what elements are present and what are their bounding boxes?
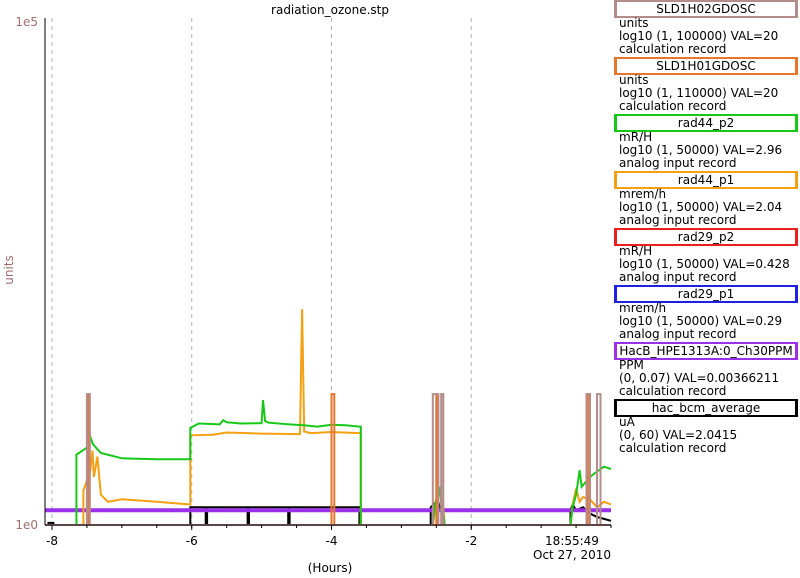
legend-range: log10 (1, 50000) VAL=0.29	[619, 314, 783, 328]
series-line-sld1h02gdosc	[45, 393, 611, 526]
legend-unit: mrem/h	[619, 187, 667, 201]
legend-record: analog input record	[619, 270, 737, 284]
end-time-label: 18:55:49	[545, 534, 599, 548]
legend-range: (0, 0.07) VAL=0.00366211	[619, 371, 780, 385]
series-line-rad44-p2	[45, 399, 612, 526]
legend: SLD1H02GDOSC units log10 (1, 100000) VAL=2…	[614, 0, 800, 578]
x-tick-label: -2	[465, 534, 477, 548]
y-axis-label: units	[2, 255, 16, 285]
legend-series-name[interactable]: hac_bcm_average	[614, 399, 798, 417]
legend-unit: mrem/h	[619, 301, 667, 315]
legend-unit: units	[619, 73, 649, 87]
legend-range: log10 (1, 100000) VAL=20	[619, 29, 779, 43]
chart-title: radiation_ozone.stp	[271, 3, 389, 17]
legend-unit: PPM	[619, 358, 644, 372]
legend-record: analog input record	[619, 327, 737, 341]
legend-unit: mR/H	[619, 244, 653, 258]
legend-record: calculation record	[619, 99, 727, 113]
legend-series-info: mrem/h log10 (1, 50000) VAL=0.29 analog in…	[619, 302, 782, 341]
axes	[44, 18, 611, 526]
legend-series-info: mR/H log10 (1, 50000) VAL=2.96 analog inpu…	[619, 131, 782, 170]
x-axis-label: (Hours)	[308, 561, 353, 575]
legend-series-name[interactable]: rad44_p2	[614, 114, 798, 132]
legend-series-name[interactable]: rad29_p1	[614, 285, 798, 303]
y-tick-bottom: 1e0	[15, 518, 38, 532]
legend-series-info: mR/H log10 (1, 50000) VAL=0.428 analog inp…	[619, 245, 790, 284]
x-tick-label: -6	[186, 534, 198, 548]
legend-series-name[interactable]: rad44_p1	[614, 171, 798, 189]
x-tick-label: -8	[46, 534, 58, 548]
legend-series-name[interactable]: rad29_p2	[614, 228, 798, 246]
legend-range: log10 (1, 50000) VAL=2.96	[619, 143, 783, 157]
legend-record: calculation record	[619, 42, 727, 56]
legend-unit: mR/H	[619, 130, 653, 144]
legend-series-info: uA (0, 60) VAL=2.0415 calculation record	[619, 416, 737, 455]
legend-unit: units	[619, 16, 649, 30]
legend-series-info: PPM (0, 0.07) VAL=0.00366211 calculation r…	[619, 359, 779, 398]
y-tick-top: 1e5	[15, 15, 38, 29]
legend-record: analog input record	[619, 156, 737, 170]
x-ticks: -8 -6 -4 -2	[46, 525, 612, 548]
legend-range: log10 (1, 50000) VAL=2.04	[619, 200, 783, 214]
series-line-rad44-p1	[45, 309, 612, 526]
end-date-label: Oct 27, 2010	[533, 548, 611, 562]
legend-series-info: mrem/h log10 (1, 50000) VAL=2.04 analog in…	[619, 188, 782, 227]
legend-range: (0, 60) VAL=2.0415	[619, 428, 738, 442]
legend-unit: uA	[619, 415, 635, 429]
legend-record: calculation record	[619, 384, 727, 398]
legend-series-name[interactable]: SLD1H01GDOSC	[614, 57, 798, 75]
legend-series-name[interactable]: SLD1H02GDOSC	[614, 0, 798, 18]
legend-range: log10 (1, 50000) VAL=0.428	[619, 257, 790, 271]
legend-series-info: units log10 (1, 100000) VAL=20 calculation…	[619, 17, 778, 56]
legend-record: calculation record	[619, 441, 727, 455]
x-tick-label: -4	[326, 534, 338, 548]
legend-record: analog input record	[619, 213, 737, 227]
legend-series-info: units log10 (1, 110000) VAL=20 calculation…	[619, 74, 778, 113]
legend-range: log10 (1, 110000) VAL=20	[619, 86, 779, 100]
legend-series-name[interactable]: HacB_HPE1313A:0_Ch30PPM	[614, 342, 798, 360]
